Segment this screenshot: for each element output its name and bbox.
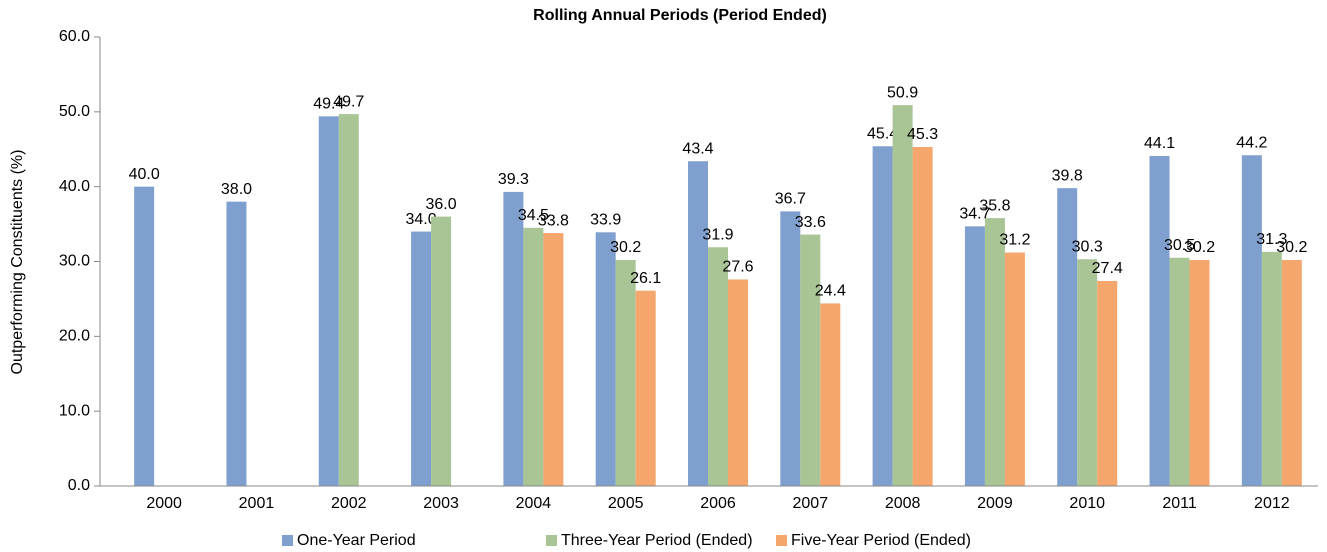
chart-title: Rolling Annual Periods (Period Ended) — [533, 7, 827, 24]
x-tick-label: 2004 — [516, 495, 552, 512]
data-label: 36.7 — [775, 191, 806, 208]
data-label: 34.0 — [406, 211, 437, 228]
bar — [708, 247, 728, 486]
bar — [1097, 280, 1118, 486]
y-tick-label: 40.0 — [59, 178, 90, 195]
y-tick-label: 50.0 — [59, 103, 90, 120]
data-label: 30.2 — [1276, 239, 1307, 256]
bar — [984, 218, 1005, 486]
bar — [411, 231, 432, 486]
data-label: 27.4 — [1092, 260, 1123, 277]
data-label: 33.9 — [590, 212, 621, 229]
data-label: 39.3 — [498, 171, 529, 188]
data-label: 31.2 — [999, 232, 1030, 249]
bar — [912, 147, 933, 486]
data-label: 36.0 — [426, 196, 457, 213]
x-tick-label: 2011 — [1162, 495, 1197, 512]
bar — [800, 234, 821, 486]
bar — [635, 290, 656, 486]
data-label: 34.5 — [518, 207, 549, 224]
data-label: 33.8 — [538, 212, 569, 229]
data-label: 35.8 — [979, 197, 1010, 214]
x-tick-label: 2006 — [700, 495, 736, 512]
y-tick-label: 20.0 — [59, 328, 90, 345]
bar — [892, 105, 913, 487]
bar — [1241, 155, 1262, 486]
legend-label: Three-Year Period (Ended) — [561, 532, 753, 549]
y-tick-label: 60.0 — [59, 28, 90, 45]
data-label: 30.2 — [610, 239, 641, 256]
data-label: 45.3 — [907, 126, 938, 143]
data-label: 50.9 — [887, 84, 918, 101]
data-label: 33.6 — [795, 214, 826, 231]
bar — [1261, 251, 1282, 486]
bar — [318, 116, 339, 486]
x-tick-label: 2007 — [793, 495, 829, 512]
bar — [728, 279, 748, 486]
x-tick-label: 2002 — [331, 495, 367, 512]
legend-swatch — [282, 535, 293, 546]
bar — [872, 146, 893, 487]
data-label: 26.1 — [630, 270, 661, 287]
data-label: 30.5 — [1164, 237, 1195, 254]
data-label: 31.3 — [1256, 231, 1287, 248]
legend-label: One-Year Period — [297, 532, 416, 549]
bar — [1281, 260, 1302, 486]
bar — [615, 260, 636, 486]
bar — [226, 201, 247, 486]
legend-label: Five-Year Period (Ended) — [791, 532, 971, 549]
x-tick-label: 2008 — [885, 495, 921, 512]
data-label: 43.4 — [682, 140, 713, 157]
bar — [1004, 252, 1025, 486]
x-tick-label: 2000 — [146, 495, 182, 512]
data-label: 31.9 — [702, 227, 733, 244]
bar — [1149, 155, 1170, 487]
x-tick-label: 2012 — [1254, 495, 1290, 512]
data-label: 30.3 — [1072, 238, 1103, 255]
data-label: 34.7 — [959, 206, 990, 223]
bar — [1169, 257, 1190, 486]
y-tick-label: 10.0 — [59, 402, 90, 419]
bar — [503, 191, 524, 486]
bar — [688, 161, 708, 486]
bar — [543, 233, 564, 486]
bar — [431, 216, 452, 486]
y-tick-label: 0.0 — [68, 477, 90, 494]
y-axis-label: Outperforming Constituents (%) — [9, 150, 26, 375]
y-tick-label: 30.0 — [59, 253, 90, 270]
data-label: 44.1 — [1144, 135, 1175, 152]
data-label: 44.2 — [1236, 134, 1267, 151]
x-tick-label: 2009 — [977, 495, 1013, 512]
bar — [134, 186, 155, 486]
bar — [523, 227, 544, 486]
data-label: 49.7 — [333, 93, 364, 110]
x-tick-label: 2005 — [608, 495, 644, 512]
bar — [338, 114, 359, 486]
data-label: 49.4 — [313, 96, 344, 113]
data-label: 24.4 — [815, 283, 846, 300]
bar — [820, 303, 841, 486]
data-label: 45.4 — [867, 125, 898, 142]
bar — [780, 211, 801, 486]
data-label: 40.0 — [129, 166, 160, 183]
bar — [1077, 259, 1098, 486]
data-label: 39.8 — [1052, 167, 1083, 184]
data-label: 30.2 — [1184, 239, 1215, 256]
x-tick-label: 2003 — [423, 495, 459, 512]
x-tick-label: 2010 — [1069, 495, 1105, 512]
bar — [1057, 188, 1078, 486]
bar — [964, 226, 985, 486]
bar — [595, 232, 616, 486]
bar — [1189, 260, 1210, 486]
legend-swatch — [776, 535, 787, 546]
legend-swatch — [546, 535, 557, 546]
x-tick-label: 2001 — [239, 495, 275, 512]
data-label: 38.0 — [221, 181, 252, 198]
data-label: 27.6 — [722, 259, 753, 276]
